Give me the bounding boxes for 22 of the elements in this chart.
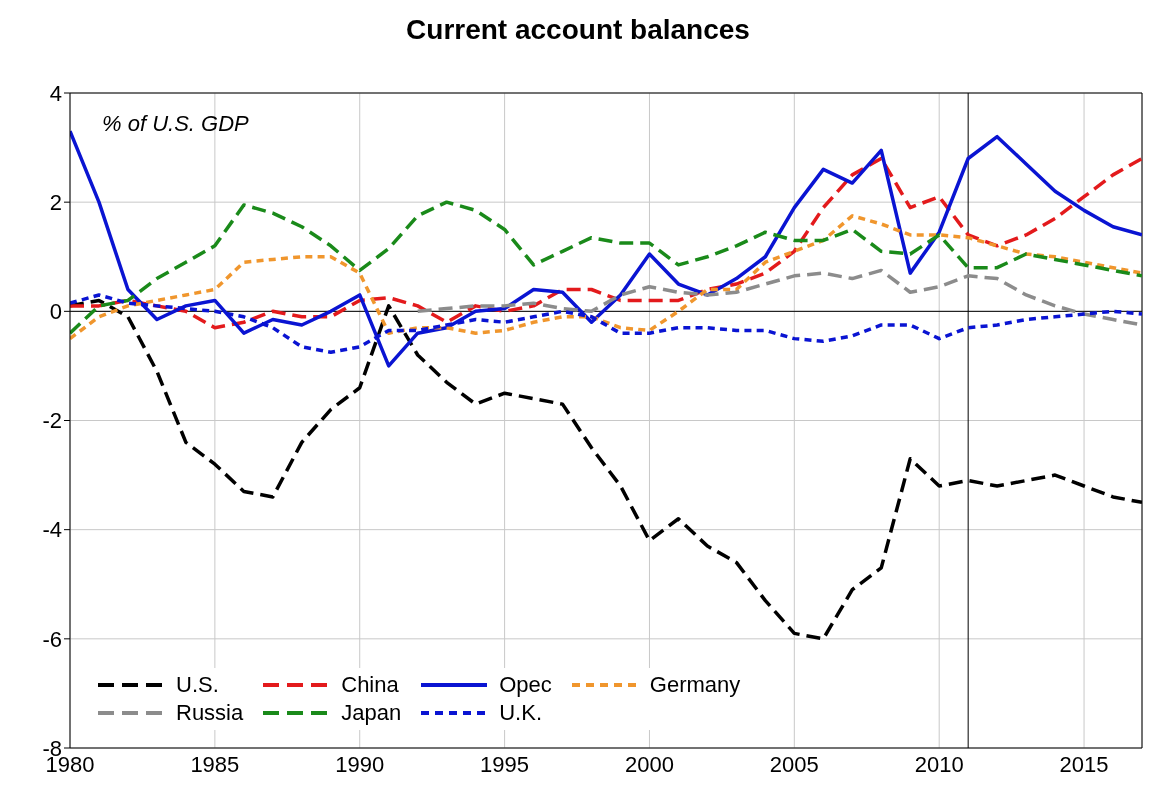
y-axis-title: % of U.S. GDP	[102, 110, 250, 136]
x-tick-label: 2005	[769, 751, 819, 777]
legend-label: Opec	[499, 672, 552, 698]
y-tick-label: -6	[42, 626, 62, 652]
legend-label: U.K.	[499, 700, 542, 726]
x-tick-label: 1995	[480, 751, 530, 777]
y-tick-label: 0	[49, 299, 62, 325]
y-tick-label: 2	[49, 189, 62, 215]
x-tick-label: 2015	[1059, 751, 1109, 777]
y-tick-label: -4	[42, 517, 62, 543]
x-tick-label: 1985	[190, 751, 240, 777]
legend-label: China	[341, 672, 399, 698]
y-tick-label: 4	[49, 80, 62, 106]
y-tick-label: -2	[42, 408, 62, 434]
x-tick-label: 1990	[335, 751, 385, 777]
legend-label: Germany	[649, 672, 741, 698]
legend-label: Russia	[176, 700, 244, 726]
x-tick-label: 2000	[624, 751, 674, 777]
x-tick-label: 2010	[914, 751, 964, 777]
legend-label: Japan	[341, 700, 402, 726]
chart-title: Current account balances	[405, 14, 751, 46]
legend-label: U.S.	[176, 672, 219, 698]
